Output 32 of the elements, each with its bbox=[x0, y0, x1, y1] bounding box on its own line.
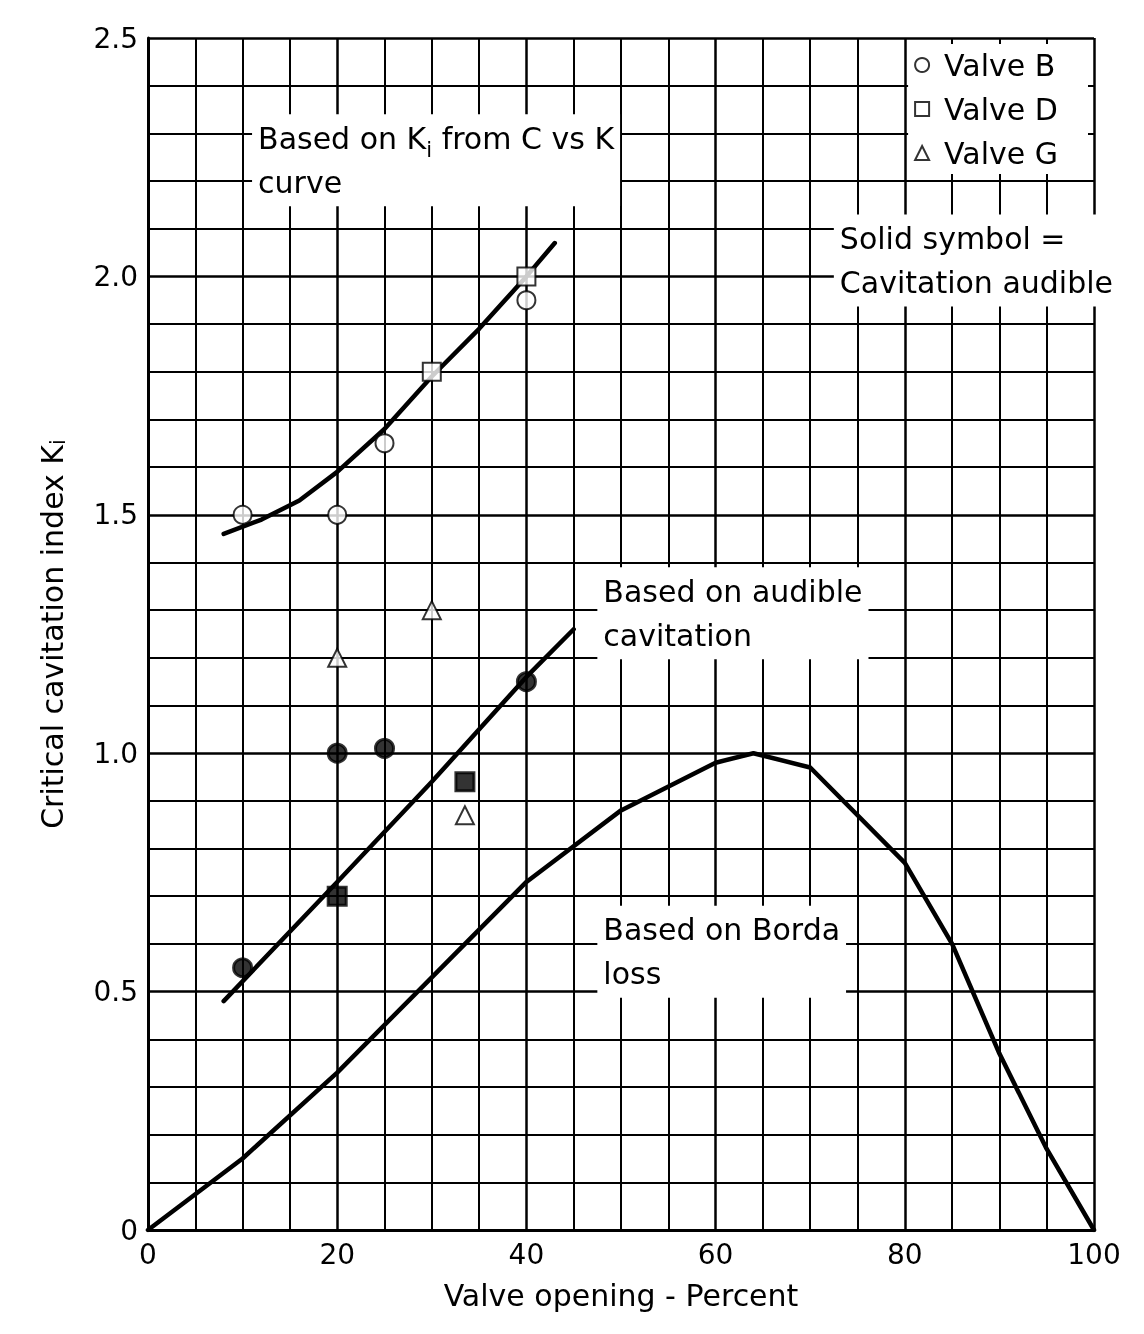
y-axis-title: Critical cavitation index Ki bbox=[34, 439, 70, 829]
y-tick-label: 1.5 bbox=[93, 498, 138, 532]
point bbox=[232, 957, 254, 979]
x-tick-label: 20 bbox=[319, 1237, 356, 1271]
legend-label: Valve B bbox=[944, 47, 1056, 83]
x-tick-label: 60 bbox=[697, 1237, 734, 1271]
point bbox=[374, 737, 395, 759]
point bbox=[326, 742, 348, 764]
point bbox=[421, 600, 442, 621]
annotation: Based on Borda loss bbox=[603, 912, 841, 992]
point bbox=[516, 266, 537, 287]
point bbox=[421, 361, 442, 382]
y-tick-label: 2.5 bbox=[93, 21, 138, 55]
annotation: Based on audible cavitation bbox=[603, 573, 863, 653]
y-tick-label: 2.0 bbox=[93, 259, 138, 293]
point bbox=[232, 504, 253, 525]
annotation: Solid symbol = Cavitation audible bbox=[839, 220, 1114, 300]
legend-label: Valve D bbox=[944, 91, 1058, 127]
x-tick-label: 40 bbox=[508, 1237, 545, 1271]
legend-label: Valve G bbox=[944, 135, 1058, 171]
y-tick-label: 0 bbox=[120, 1213, 138, 1247]
x-tick-label: 100 bbox=[1067, 1237, 1121, 1271]
point bbox=[516, 290, 537, 311]
point bbox=[327, 504, 348, 525]
y-tick-label: 0.5 bbox=[93, 975, 138, 1009]
point bbox=[454, 771, 476, 793]
point bbox=[515, 671, 537, 693]
x-tick-label: 80 bbox=[886, 1237, 923, 1271]
y-tick-label: 1.0 bbox=[93, 736, 138, 770]
x-axis-title: Valve opening - Percent bbox=[443, 1277, 799, 1313]
point bbox=[327, 647, 348, 668]
point bbox=[326, 885, 348, 907]
